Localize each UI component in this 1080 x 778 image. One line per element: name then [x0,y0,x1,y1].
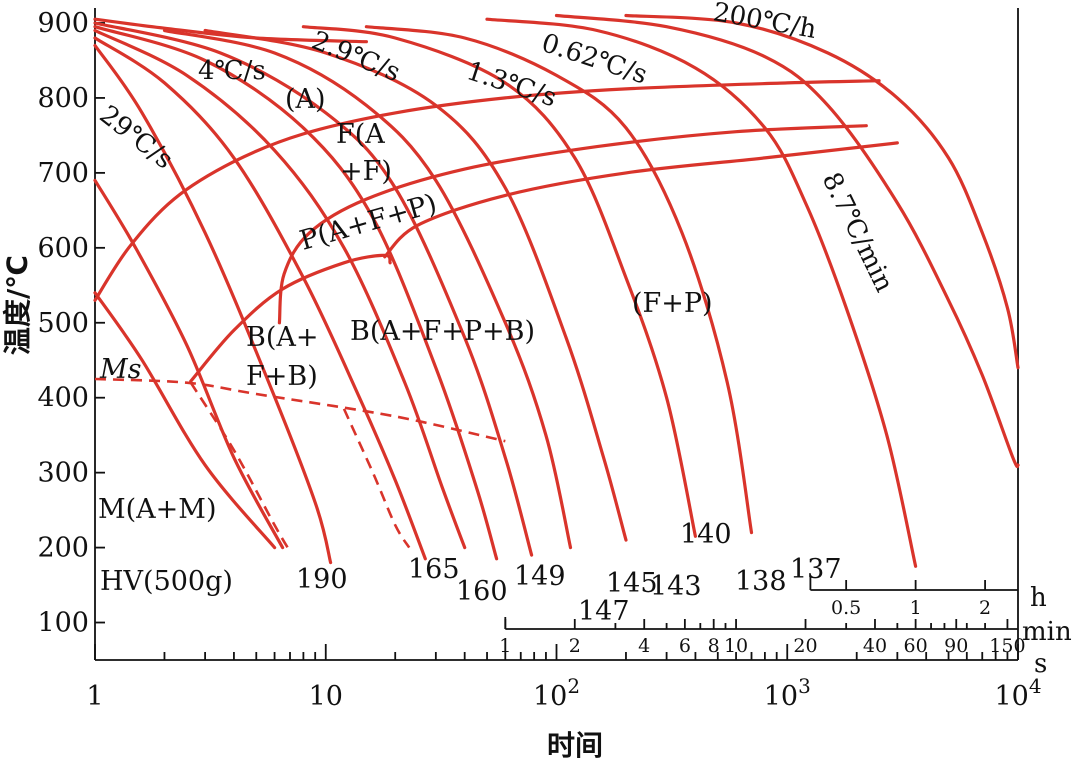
y-tick-label: 800 [37,83,89,114]
transformation-line-bainite-start [189,253,392,383]
minute-tick-label: 8 [708,635,720,657]
hardness-value-label: 160 [456,576,508,607]
hardness-value-label: 165 [408,554,460,585]
x-tick-label: 10 [309,681,343,712]
minute-tick-label: 40 [863,635,887,657]
hour-unit-label: h [1030,583,1047,613]
minute-tick-label: 90 [944,635,968,657]
y-tick-label: 500 [37,308,89,339]
transformation-line-pearlite-finish [383,141,899,259]
transformation-line-ferrite-pearlite-start [277,124,868,325]
minute-tick-label: 2 [569,635,581,657]
y-tick-label: 400 [37,383,89,414]
region-label: M(A+M) [98,494,216,525]
hardness-value-label: 145 [606,568,658,599]
minute-tick-label: 6 [679,635,691,657]
hardness-value-label: 147 [578,596,630,627]
region-label: F(A [336,119,385,150]
dashed-curve [189,382,292,552]
transformation-line-austenite-ferrite-start [93,79,881,302]
minute-tick-label: 150 [989,635,1025,657]
second-unit-label: s [1034,649,1047,679]
cooling-curve [485,17,918,568]
cooling-curve [93,178,285,550]
x-tick-label: 103 [764,674,811,712]
cooling-curve [554,13,1020,469]
cooling-curve [203,28,628,542]
cooling-curve [93,25,499,561]
ms-line [94,377,506,443]
hardness-value-label: 149 [514,561,566,592]
hardness-value-label: 190 [296,564,348,595]
cooling-curves [93,13,1020,568]
region-label: +F) [340,156,392,187]
cooling-rate-label: 0.62℃/s [538,28,651,90]
region-label: HV(500g) [100,566,233,597]
hardness-value-label: 138 [735,566,787,597]
y-tick-label: 100 [37,608,89,639]
cooling-rate-label: 29℃/s [94,100,179,176]
cooling-curve [93,43,333,565]
hour-tick-label: 1 [910,597,922,619]
x-tick-label: 102 [533,674,580,712]
y-tick-label: 300 [37,458,89,489]
cooling-rate-label: 1.3℃/s [463,56,560,113]
minute-tick-label: 1 [499,635,511,657]
x-tick-label: 1 [86,681,103,712]
ms-label: Ms [99,354,142,385]
minute-tick-label: 4 [638,635,650,657]
minute-tick-label: 10 [724,635,748,657]
hardness-value-label: 140 [680,519,732,550]
cooling-rate-label: 4℃/s [198,56,266,86]
region-label: B(A+F+P+B) [350,316,535,347]
hardness-value-label: 137 [790,554,842,585]
region-label: (F+P) [632,288,713,319]
region-label: B(A+ [246,322,319,353]
x-tick-label: 104 [994,674,1041,712]
cooling-curve [624,13,1020,370]
y-tick-label: 200 [37,533,89,564]
x-axis-title: 时间 [547,729,603,762]
dashed-curve [342,408,411,549]
minute-tick-label: 20 [793,635,817,657]
cooling-curve [93,291,277,550]
region-label: F+B) [246,361,318,392]
transformation-line-pearlite-start-upper [93,17,368,44]
cooling-rate-label: 200℃/h [711,0,819,45]
y-tick-label: 700 [37,158,89,189]
minute-tick-label: 60 [904,635,928,657]
hour-tick-label: 2 [979,597,991,619]
minute-unit-label: min [1022,617,1072,647]
transformation-lines [93,17,899,552]
cooling-curve [93,28,467,550]
y-tick-label: 600 [37,233,89,264]
cooling-curve [364,25,754,535]
y-axis-title: 温度/℃ [1,255,34,355]
chart-labels: 29℃/s4℃/s 2.9℃/s 1.3℃/s0.62℃/s200℃/h8.7℃/m… [94,0,900,627]
y-tick-label: 900 [37,8,89,39]
cooling-curve [301,25,697,538]
cooling-curve [162,28,573,550]
hour-tick-label: 0.5 [831,597,861,619]
region-label: (A) [285,84,326,115]
hardness-value-label: 143 [650,571,702,602]
